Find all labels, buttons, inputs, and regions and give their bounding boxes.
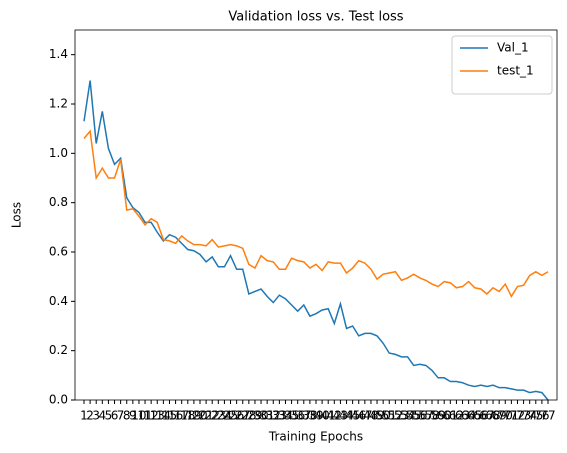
x-tick-label: 75 (528, 409, 543, 423)
x-tick-label: 61 (443, 409, 458, 423)
x-tick-label: 5 (105, 409, 113, 423)
x-tick-label: 77 (540, 409, 555, 423)
x-tick-label: 42 (327, 409, 342, 423)
x-tick-label: 47 (357, 409, 372, 423)
x-tick-label: 58 (424, 409, 439, 423)
x-tick-label: 2 (86, 409, 94, 423)
x-tick-label: 49 (369, 409, 384, 423)
x-tick-label: 29 (247, 409, 262, 423)
x-tick-label: 25 (223, 409, 238, 423)
x-tick-label: 37 (296, 409, 311, 423)
x-tick-label: 16 (168, 409, 183, 423)
x-tick-label: 73 (516, 409, 531, 423)
x-tick-label: 66 (473, 409, 488, 423)
x-tick-label: 46 (351, 409, 366, 423)
x-tick-label: 68 (485, 409, 500, 423)
x-tick-label: 31 (260, 409, 275, 423)
x-tick-label: 28 (241, 409, 256, 423)
x-tick-label: 19 (186, 409, 201, 423)
x-tick-label: 65 (467, 409, 482, 423)
x-tick-label: 56 (412, 409, 427, 423)
x-tick-label: 11 (137, 409, 152, 423)
x-tick-label: 60 (437, 409, 452, 423)
x-tick-label: 48 (363, 409, 378, 423)
x-tick-label: 13 (150, 409, 165, 423)
legend-label: Val_1 (497, 41, 529, 55)
x-tick-label: 62 (449, 409, 464, 423)
x-tick-label: 64 (461, 409, 476, 423)
x-tick-label: 12 (144, 409, 159, 423)
y-tick-label: 0.8 (49, 195, 68, 209)
x-tick-label: 18 (180, 409, 195, 423)
x-tick-label: 44 (339, 409, 354, 423)
x-tick-label: 40 (314, 409, 329, 423)
x-tick-label: 59 (430, 409, 445, 423)
y-tick-label: 0.4 (49, 294, 68, 308)
x-tick-label: 71 (504, 409, 519, 423)
x-tick-label: 70 (498, 409, 513, 423)
chart-title: Validation loss vs. Test loss (228, 10, 403, 25)
x-tick-label: 39 (308, 409, 323, 423)
series-line (83, 129, 549, 298)
x-tick-label: 1 (80, 409, 88, 423)
x-tick-label: 51 (382, 409, 397, 423)
x-tick-label: 41 (321, 409, 336, 423)
y-axis-label: Loss (10, 202, 24, 228)
x-tick-label: 55 (406, 409, 421, 423)
x-tick-label: 20 (192, 409, 207, 423)
legend-label: test_1 (497, 64, 534, 78)
x-tick-label: 38 (302, 409, 317, 423)
y-tick-label: 0.0 (49, 393, 68, 407)
x-tick-label: 36 (290, 409, 305, 423)
x-tick-label: 69 (492, 409, 507, 423)
plot-frame (74, 29, 558, 401)
x-tick-label: 10 (131, 409, 146, 423)
x-tick-label: 35 (284, 409, 299, 423)
x-tick-label: 17 (174, 409, 189, 423)
x-tick-label: 22 (205, 409, 220, 423)
x-tick-label: 74 (522, 409, 537, 423)
y-tick-label: 0.6 (49, 245, 68, 259)
x-tick-label: 7 (117, 409, 125, 423)
x-axis-label: Training Epochs (268, 430, 363, 444)
x-tick-label: 26 (229, 409, 244, 423)
x-tick-label: 53 (394, 409, 409, 423)
x-tick-label: 43 (333, 409, 348, 423)
series-line (83, 80, 549, 401)
x-tick-label: 57 (418, 409, 433, 423)
x-tick-label: 27 (235, 409, 250, 423)
x-tick-label: 14 (156, 409, 171, 423)
x-tick-label: 9 (129, 409, 137, 423)
y-tick-label: 1.2 (49, 97, 68, 111)
x-tick-label: 45 (345, 409, 360, 423)
y-tick-label: 1.0 (49, 146, 68, 160)
x-tick-label: 67 (479, 409, 494, 423)
x-tick-label: 33 (272, 409, 287, 423)
x-tick-label: 8 (123, 409, 131, 423)
x-tick-label: 24 (217, 409, 232, 423)
x-tick-label: 50 (376, 409, 391, 423)
x-tick-label: 3 (92, 409, 100, 423)
x-tick-label: 52 (388, 409, 403, 423)
x-tick-label: 30 (253, 409, 268, 423)
x-tick-label: 23 (211, 409, 226, 423)
x-tick-label: 34 (278, 409, 293, 423)
x-tick-label: 21 (198, 409, 213, 423)
x-tick-label: 54 (400, 409, 415, 423)
x-tick-label: 76 (534, 409, 549, 423)
y-tick-label: 0.2 (49, 343, 68, 357)
y-tick-label: 1.4 (49, 47, 68, 61)
legend-box (451, 35, 553, 95)
x-tick-label: 6 (111, 409, 119, 423)
x-tick-label: 15 (162, 409, 177, 423)
x-tick-label: 63 (455, 409, 470, 423)
x-tick-label: 32 (266, 409, 281, 423)
x-tick-label: 72 (510, 409, 525, 423)
x-tick-label: 4 (98, 409, 106, 423)
